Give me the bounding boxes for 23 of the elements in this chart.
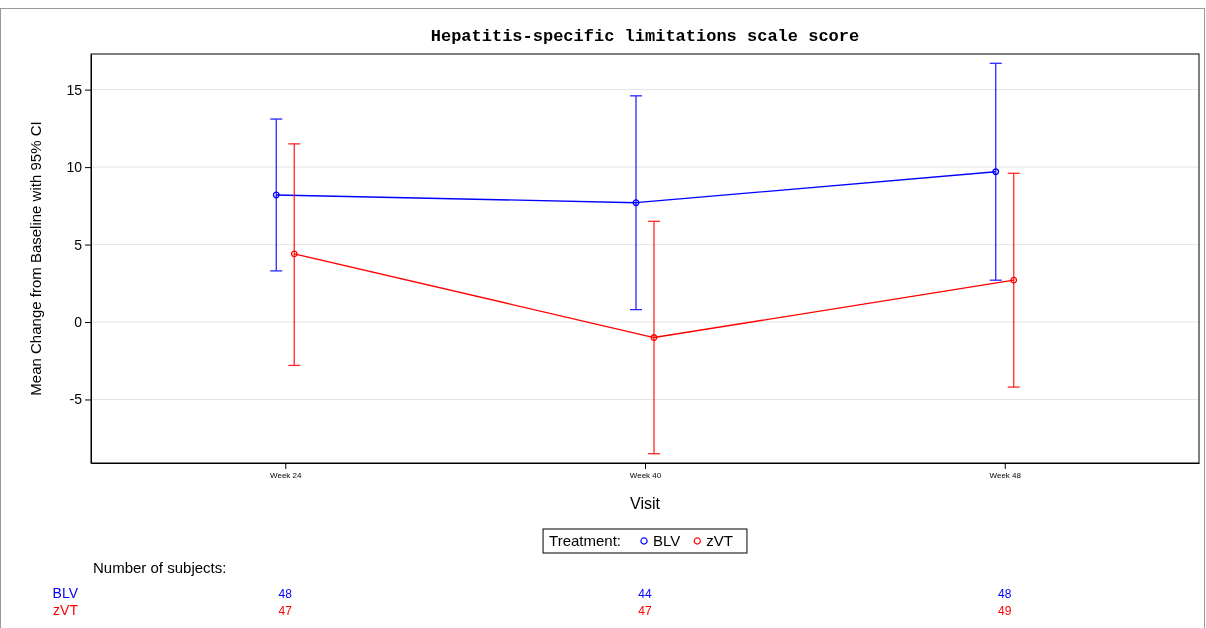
text: zVT (53, 602, 78, 618)
x-tick-label: Week 48 (989, 470, 1022, 480)
y-tick-label: -5 (69, 391, 83, 408)
legend-title: Treatment: (549, 532, 622, 549)
x-tick-label: Week 24 (270, 470, 303, 480)
legend-label: BLV (653, 532, 681, 549)
text: 48 (278, 587, 293, 601)
text: 49 (998, 604, 1012, 618)
y-tick-label: 5 (74, 236, 83, 253)
x-axis-title: Visit (630, 495, 661, 512)
y-tick-label: 0 (74, 314, 83, 330)
chart-title: Hepatitis-specific limitations scale score (430, 27, 860, 46)
text: 47 (278, 604, 293, 618)
text: BLV (52, 585, 78, 601)
y-axis-title: Mean Change from Baseline with 95% CI (27, 121, 44, 396)
text: 47 (638, 604, 652, 618)
text: 44 (638, 587, 652, 601)
y-tick-label: 10 (66, 159, 83, 176)
y-tick-label: 15 (66, 81, 83, 98)
x-tick-label: Week 40 (629, 470, 662, 480)
text: Number of subjects: (93, 559, 227, 576)
legend-label: zVT (706, 532, 733, 549)
text: 48 (998, 587, 1012, 601)
